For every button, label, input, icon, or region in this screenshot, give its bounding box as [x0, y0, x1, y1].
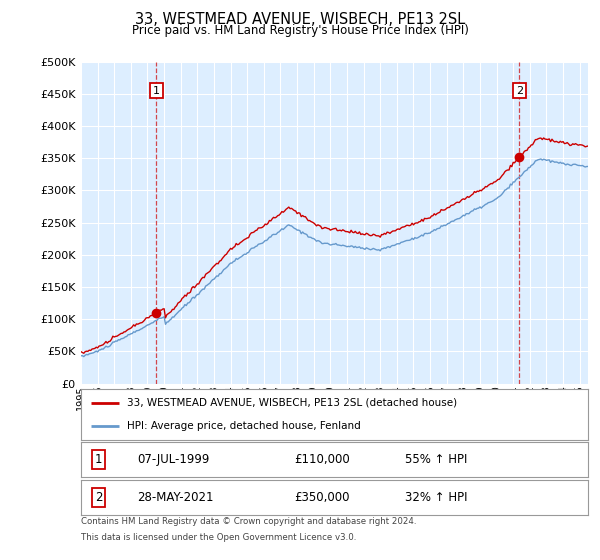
Text: Contains HM Land Registry data © Crown copyright and database right 2024.: Contains HM Land Registry data © Crown c… [81, 517, 416, 526]
Text: Price paid vs. HM Land Registry's House Price Index (HPI): Price paid vs. HM Land Registry's House … [131, 24, 469, 37]
Text: This data is licensed under the Open Government Licence v3.0.: This data is licensed under the Open Gov… [81, 533, 356, 542]
Text: 33, WESTMEAD AVENUE, WISBECH, PE13 2SL: 33, WESTMEAD AVENUE, WISBECH, PE13 2SL [135, 12, 465, 27]
Text: 2: 2 [95, 491, 103, 504]
Text: £350,000: £350,000 [294, 491, 349, 504]
Text: 28-MAY-2021: 28-MAY-2021 [137, 491, 213, 504]
Text: 1: 1 [153, 86, 160, 96]
Text: £110,000: £110,000 [294, 453, 350, 466]
Text: 33, WESTMEAD AVENUE, WISBECH, PE13 2SL (detached house): 33, WESTMEAD AVENUE, WISBECH, PE13 2SL (… [127, 398, 457, 408]
Text: 2: 2 [516, 86, 523, 96]
Text: 32% ↑ HPI: 32% ↑ HPI [406, 491, 468, 504]
Text: 55% ↑ HPI: 55% ↑ HPI [406, 453, 468, 466]
Text: HPI: Average price, detached house, Fenland: HPI: Average price, detached house, Fenl… [127, 421, 361, 431]
Text: 07-JUL-1999: 07-JUL-1999 [137, 453, 209, 466]
Text: 1: 1 [95, 453, 103, 466]
